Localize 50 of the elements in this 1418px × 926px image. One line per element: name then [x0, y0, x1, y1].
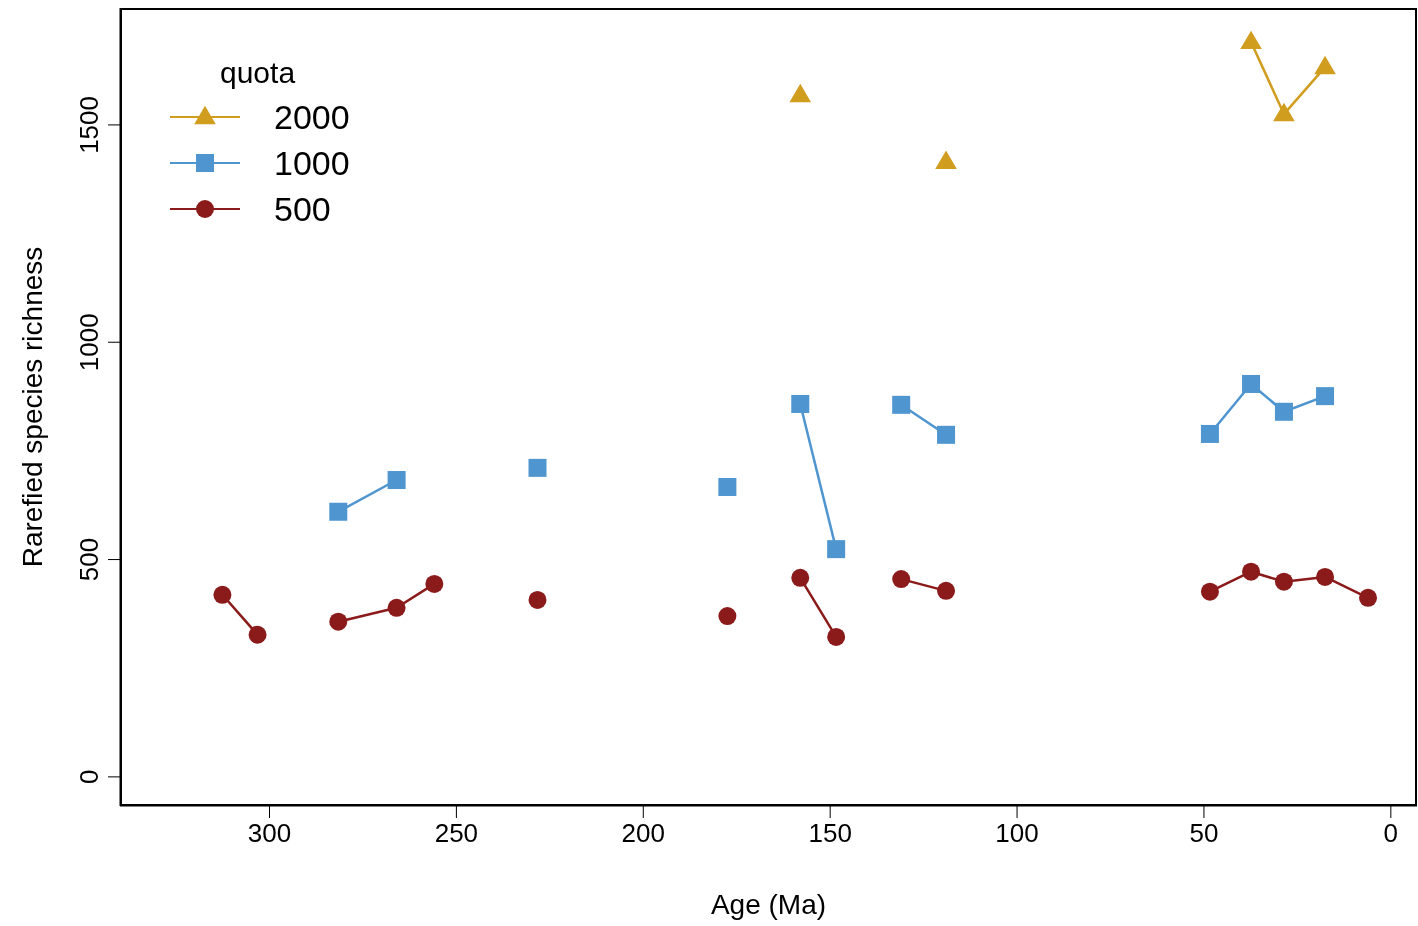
y-tick-label: 1500: [74, 96, 104, 154]
x-tick-label: 200: [621, 818, 665, 849]
point: [425, 574, 444, 593]
legend-label: 1000: [274, 143, 350, 183]
point: [329, 612, 348, 631]
point: [387, 598, 406, 617]
point: [827, 627, 846, 646]
x-axis-title: Age (Ma): [710, 889, 827, 920]
point: [1242, 374, 1261, 393]
x-tick-label: 250: [434, 818, 479, 849]
point: [791, 394, 810, 413]
point: [248, 625, 267, 644]
point: [1200, 424, 1219, 443]
x-tick-label: 0: [1383, 818, 1399, 849]
y-axis-title: Rarefied species richness: [16, 246, 48, 568]
point: [1240, 30, 1262, 50]
point: [1359, 588, 1378, 607]
point: [1316, 387, 1335, 406]
point: [1242, 562, 1261, 581]
legend-label: 2000: [274, 97, 350, 137]
point: [213, 585, 232, 604]
point: [892, 395, 911, 414]
point: [791, 568, 810, 587]
y-tick-label: 500: [74, 537, 104, 582]
point: [718, 477, 737, 496]
y-tick-label: 1000: [74, 313, 104, 372]
point: [937, 425, 956, 444]
legend-title: quota: [220, 56, 297, 90]
point: [892, 570, 911, 589]
x-tick-label: 100: [995, 818, 1039, 849]
point: [718, 607, 737, 626]
y-tick-label: 0: [74, 769, 104, 785]
point: [329, 502, 348, 521]
point: [1274, 402, 1293, 421]
point: [1314, 55, 1336, 75]
point: [528, 590, 547, 609]
point: [1273, 102, 1295, 122]
point: [528, 458, 547, 477]
x-tick-label: 50: [1189, 818, 1219, 849]
point: [937, 581, 956, 600]
point: [935, 150, 957, 170]
point: [387, 471, 406, 490]
point: [1274, 572, 1293, 591]
point: [789, 83, 812, 103]
point: [827, 540, 846, 559]
point: [1316, 567, 1335, 586]
point: [1200, 582, 1219, 601]
x-tick-label: 300: [247, 818, 292, 849]
legend-label: 500: [274, 189, 331, 229]
x-tick-label: 150: [808, 818, 852, 849]
